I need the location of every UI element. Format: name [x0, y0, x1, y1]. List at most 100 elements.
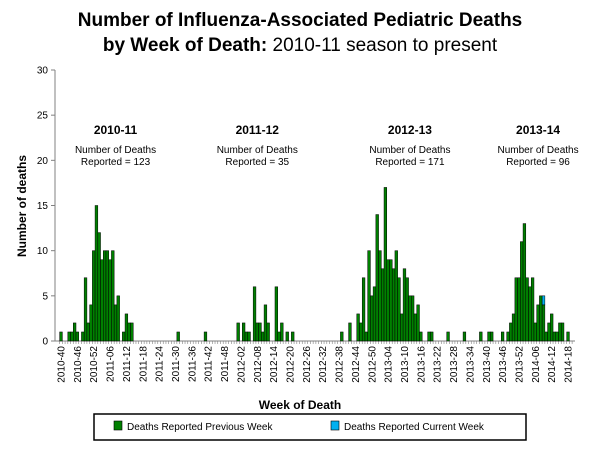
chart-title-line1: Number of Influenza-Associated Pediatric…: [78, 10, 523, 31]
season-deaths-count: Reported = 171: [375, 157, 445, 168]
bar-previous-week: [446, 331, 450, 342]
x-tick-label: 2013-22: [433, 346, 444, 383]
bar-previous-week: [411, 295, 415, 342]
bar-previous-week: [541, 304, 546, 342]
x-tick-label: 2012-44: [351, 346, 362, 383]
bar-previous-week: [370, 295, 374, 342]
bar-previous-week: [378, 250, 382, 342]
bar-previous-week: [427, 331, 431, 342]
bar-previous-week: [539, 295, 543, 342]
x-tick-label: 2012-50: [367, 346, 378, 383]
bar-previous-week: [244, 331, 248, 342]
x-tick-label: 2011-30: [171, 346, 182, 382]
bar-previous-week: [111, 250, 115, 342]
chart-title-line2: by Week of Death: 2010-11 season to pres…: [103, 35, 498, 56]
chart-subtitle: 2010-11 season to present: [267, 35, 498, 56]
bar-previous-week: [405, 277, 409, 342]
bar-previous-week: [176, 331, 180, 342]
bar-previous-week: [75, 331, 79, 342]
x-tick-label: 2014-12: [547, 346, 558, 383]
bar-previous-week: [83, 277, 88, 342]
bar-previous-week: [383, 187, 388, 342]
bar-previous-week: [552, 331, 557, 342]
bar-previous-week: [413, 313, 417, 342]
bar-previous-week: [280, 322, 284, 342]
bar-previous-week: [356, 313, 360, 342]
bar-previous-week: [105, 250, 109, 342]
bar-previous-week: [203, 331, 208, 342]
bar-previous-week: [113, 304, 118, 342]
y-tick-label: 5: [42, 291, 48, 302]
bar-previous-week: [419, 331, 423, 342]
bar-previous-week: [462, 331, 467, 342]
legend-label-current-week: Deaths Reported Current Week: [344, 422, 485, 433]
season-deaths-label: Number of Deaths: [497, 145, 578, 156]
season-deaths-count: Reported = 123: [81, 157, 151, 168]
x-tick-label: 2011-48: [220, 346, 231, 382]
bar-previous-week: [130, 322, 134, 342]
y-tick-label: 15: [37, 201, 49, 212]
bar-previous-week: [70, 331, 74, 342]
bar-previous-week: [509, 322, 513, 342]
x-tick-label: 2012-20: [285, 346, 296, 383]
bar-previous-week: [108, 259, 112, 342]
bar-previous-week: [550, 313, 554, 342]
bar-previous-week: [517, 277, 521, 342]
x-tick-label: 2011-24: [155, 346, 166, 382]
x-tick-label: 2010-46: [73, 346, 84, 383]
bar-previous-week: [397, 277, 401, 342]
bar-previous-week: [242, 322, 246, 342]
bar-previous-week: [252, 286, 257, 342]
x-tick-label: 2010-52: [89, 346, 100, 383]
bar-previous-week: [520, 241, 524, 342]
x-tick-label: 2014-06: [531, 346, 542, 383]
bar-previous-week: [500, 331, 505, 342]
x-tick-label: 2013-40: [482, 346, 493, 383]
y-axis-title: Number of deaths: [15, 155, 29, 257]
legend-swatch-current-week: [330, 420, 340, 431]
bar-previous-week: [340, 331, 344, 342]
bar-previous-week: [364, 331, 368, 342]
season-label: 2010-11: [94, 123, 138, 137]
bar-previous-week: [277, 331, 281, 342]
bar-previous-week: [375, 214, 379, 342]
bar-previous-week: [528, 286, 532, 342]
y-tick-label: 10: [37, 246, 49, 257]
x-tick-label: 2011-18: [138, 346, 149, 382]
bar-previous-week: [236, 322, 240, 342]
y-tick-label: 20: [37, 156, 49, 167]
bar-previous-week: [530, 277, 535, 342]
bars: [59, 187, 570, 342]
x-tick-label: 2011-06: [106, 346, 117, 382]
bar-previous-week: [103, 250, 107, 342]
y-tick-label: 25: [37, 111, 49, 122]
bar-previous-week: [416, 304, 420, 342]
bar-previous-week: [408, 295, 412, 342]
bar-previous-week: [391, 268, 396, 342]
bar-previous-week: [525, 277, 529, 342]
legend-swatch-previous-week: [113, 420, 123, 431]
bar-previous-week: [258, 322, 262, 342]
season-deaths-label: Number of Deaths: [75, 145, 156, 156]
x-tick-label: 2013-04: [384, 346, 395, 383]
season-label: 2013-14: [516, 123, 560, 137]
x-tick-label: 2011-42: [204, 346, 215, 382]
bar-previous-week: [522, 223, 527, 342]
bar-previous-week: [533, 322, 537, 342]
x-tick-label: 2012-14: [269, 346, 280, 383]
bar-previous-week: [514, 277, 518, 342]
bar-current-week: [541, 295, 546, 306]
bar-previous-week: [94, 205, 99, 342]
bar-previous-week: [511, 313, 516, 342]
bar-previous-week: [86, 322, 90, 342]
bar-previous-week: [116, 295, 120, 342]
bar-previous-week: [67, 331, 71, 342]
bar-previous-week: [490, 331, 494, 342]
x-tick-label: 2014-18: [564, 346, 575, 383]
x-tick-label: 2013-34: [465, 346, 476, 383]
season-label: 2011-12: [236, 123, 280, 137]
bar-previous-week: [122, 331, 126, 342]
bar-previous-week: [361, 277, 366, 342]
